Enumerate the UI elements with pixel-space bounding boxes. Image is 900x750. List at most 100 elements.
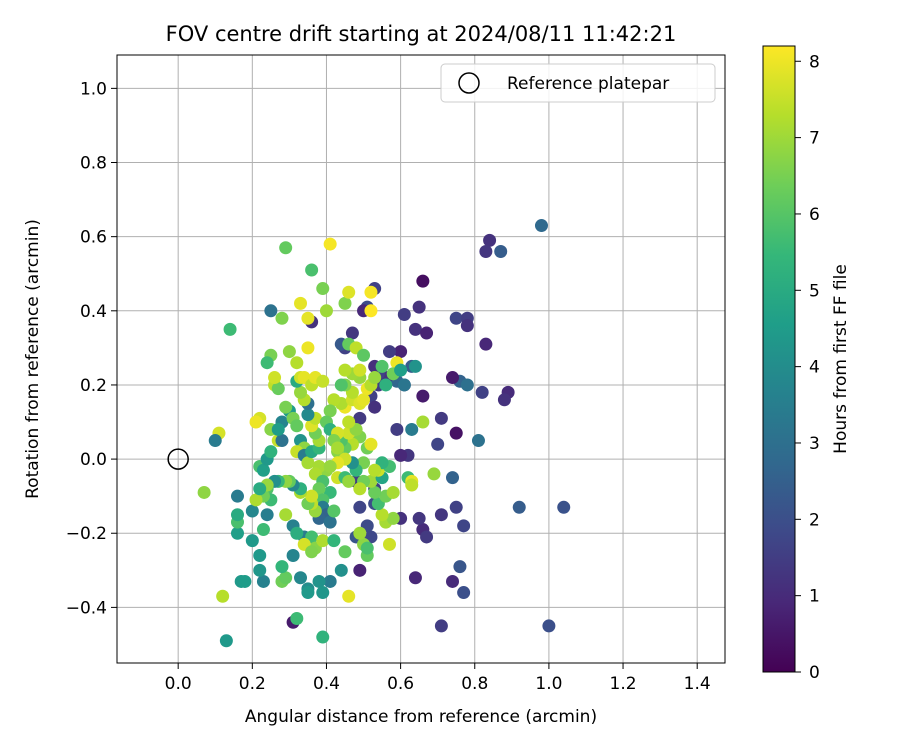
data-point (427, 467, 441, 481)
data-point (230, 489, 244, 503)
x-tick-label: 0.4 (313, 674, 340, 694)
data-point (449, 426, 463, 440)
data-point (275, 311, 289, 325)
data-point (364, 437, 378, 451)
y-tick-label: −0.4 (66, 598, 107, 618)
x-tick-label: 0.6 (387, 674, 414, 694)
colorbar-tick-label: 4 (809, 358, 820, 378)
y-axis-ticks: −0.4 −0.2 0.0 0.2 0.4 0.6 0.8 1.0 (66, 79, 117, 618)
colorbar-tick-label: 2 (809, 510, 820, 530)
legend-label-reference-platepar: Reference platepar (507, 74, 669, 94)
data-point (364, 285, 378, 299)
data-point (434, 619, 448, 633)
data-point (323, 515, 337, 529)
data-point (256, 574, 270, 588)
data-point (323, 460, 337, 474)
y-tick-label: 0.8 (80, 154, 107, 174)
colorbar-label: Hours from first FF file (831, 264, 851, 454)
data-point (342, 415, 356, 429)
data-point (431, 437, 445, 451)
data-point (534, 219, 548, 233)
reference-point (167, 448, 189, 470)
data-point (342, 285, 356, 299)
data-point (412, 300, 426, 314)
data-point (382, 537, 396, 551)
data-point (338, 363, 352, 377)
data-point (316, 282, 330, 296)
data-point (290, 419, 304, 433)
y-tick-label: −0.2 (66, 524, 107, 544)
chart-title: FOV centre drift starting at 2024/08/11 … (166, 22, 677, 46)
data-point (471, 434, 485, 448)
data-point (394, 363, 408, 377)
data-point (408, 571, 422, 585)
data-point (408, 322, 422, 336)
data-point (412, 511, 426, 525)
data-point (271, 382, 285, 396)
data-point (216, 589, 230, 603)
data-point (301, 456, 315, 470)
plot-frame (116, 54, 726, 664)
data-point (256, 523, 270, 537)
data-point (323, 237, 337, 251)
data-point (260, 356, 274, 370)
data-point (305, 489, 319, 503)
data-point (319, 304, 333, 318)
data-point (512, 500, 526, 514)
data-point (542, 619, 556, 633)
data-point (397, 378, 411, 392)
colorbar-tick-label: 6 (809, 205, 820, 225)
data-point (301, 586, 315, 600)
x-tick-label: 0.2 (239, 674, 266, 694)
data-point (405, 478, 419, 492)
colorbar-tick-label: 3 (809, 434, 820, 454)
colorbar (762, 45, 796, 673)
data-point (353, 563, 367, 577)
colorbar-tick-label: 0 (809, 663, 820, 683)
data-point (479, 244, 493, 258)
data-point (368, 400, 382, 414)
data-point (305, 263, 319, 277)
data-point (316, 586, 330, 600)
data-point (449, 500, 463, 514)
x-tick-label: 1.2 (610, 674, 637, 694)
x-tick-label: 0.0 (165, 674, 192, 694)
data-point (316, 374, 330, 388)
y-tick-label: 0.2 (80, 376, 107, 396)
data-point (301, 408, 315, 422)
data-point (238, 574, 252, 588)
data-point (446, 574, 460, 588)
data-point (557, 500, 571, 514)
data-point (334, 378, 348, 392)
data-point (420, 530, 434, 544)
data-point (223, 322, 237, 336)
data-point (294, 385, 308, 399)
data-point (316, 630, 330, 644)
data-point (342, 589, 356, 603)
data-point (494, 244, 508, 258)
data-point (479, 337, 493, 351)
data-point (327, 393, 341, 407)
data-point (253, 548, 267, 562)
legend-box (440, 63, 716, 103)
data-point (360, 541, 374, 555)
data-point (219, 634, 233, 648)
data-point (368, 485, 382, 499)
data-point (475, 385, 489, 399)
data-point (253, 482, 267, 496)
data-point (208, 434, 222, 448)
data-point (264, 445, 278, 459)
data-point (353, 526, 367, 540)
data-point (197, 485, 211, 499)
data-point (375, 359, 389, 373)
data-point (301, 341, 315, 355)
y-tick-label: 0.0 (80, 450, 107, 470)
data-point (460, 378, 474, 392)
data-point (446, 471, 460, 485)
data-point (275, 434, 289, 448)
y-tick-label: 0.4 (80, 302, 107, 322)
data-point (327, 504, 341, 518)
data-point (316, 534, 330, 548)
data-point (416, 415, 430, 429)
data-point (290, 356, 304, 370)
